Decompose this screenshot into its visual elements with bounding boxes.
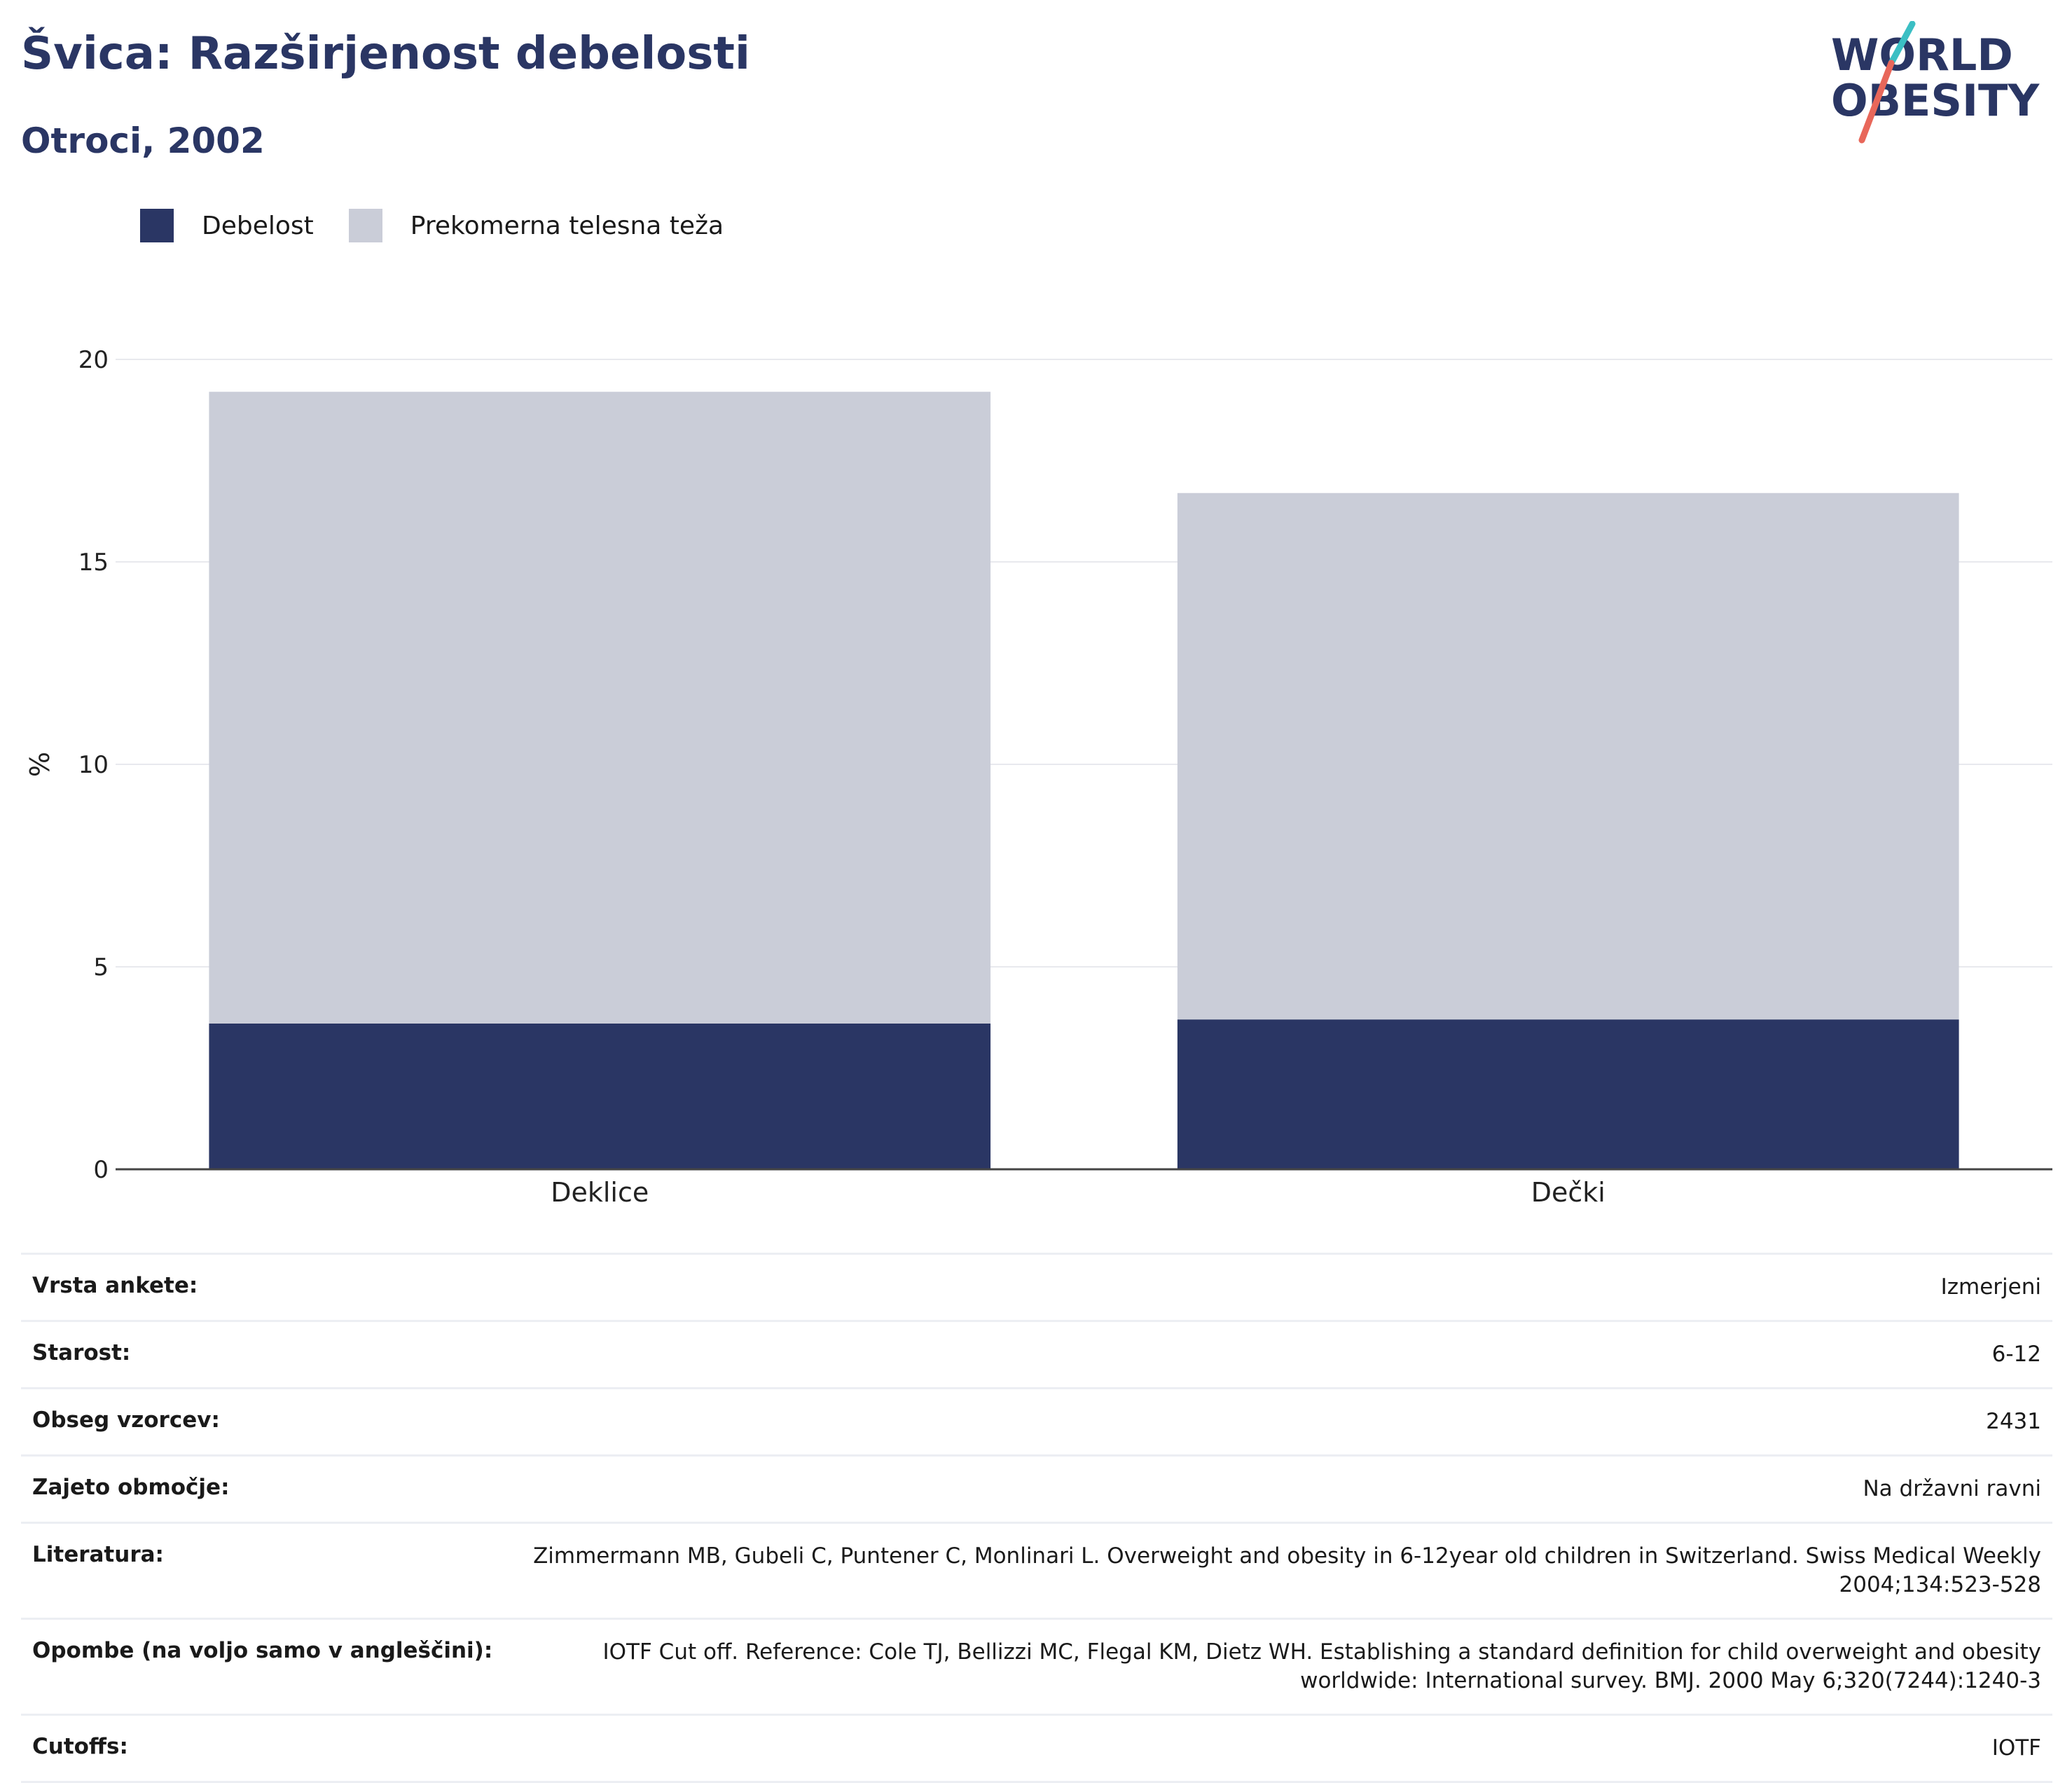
- legend-label-overweight: Prekomerna telesna teža: [410, 211, 724, 240]
- y-tick-label: 20: [78, 346, 109, 374]
- bar-overweight: [209, 392, 991, 1024]
- info-key: Cutoffs:: [32, 1734, 128, 1759]
- legend-item-obesity[interactable]: Debelost: [140, 209, 314, 242]
- chart-legend: Debelost Prekomerna telesna teža: [140, 209, 759, 242]
- x-category-label: Deklice: [551, 1177, 649, 1208]
- info-row: Zajeto območje: Na državni ravni: [21, 1454, 2052, 1522]
- logo-slash-red: [1858, 60, 1895, 144]
- survey-info-table: Vrsta ankete: Izmerjeni Starost: 6-12 Obseg …: [21, 1253, 2052, 1783]
- x-category-label: Dečki: [1531, 1177, 1605, 1208]
- chart-title: Švica: Razširjenost debelosti: [21, 28, 750, 80]
- legend-item-overweight[interactable]: Prekomerna telesna teža: [348, 209, 724, 242]
- logo-slash-teal: [1888, 21, 1916, 67]
- y-tick-label: 5: [93, 954, 109, 982]
- y-tick-label: 10: [78, 751, 109, 779]
- info-row: Opombe (na voljo samo v angleščini): IOTF…: [21, 1618, 2052, 1714]
- bar-overweight: [1177, 493, 1959, 1020]
- legend-swatch-overweight: [348, 209, 382, 242]
- info-value: Zimmermann MB, Gubeli C, Puntener C, Mon…: [533, 1543, 2041, 1597]
- info-value: IOTF Cut off. Reference: Cole TJ, Belliz…: [602, 1639, 2041, 1693]
- world-obesity-logo: WORLD OBESITY: [1831, 21, 2040, 144]
- info-value: Na državni ravni: [1863, 1476, 2041, 1501]
- info-row: Literatura: Zimmermann MB, Gubeli C, Punt…: [21, 1522, 2052, 1618]
- info-key: Obseg vzorcev:: [32, 1407, 220, 1433]
- info-key: Starost:: [32, 1340, 131, 1365]
- info-key: Opombe (na voljo samo v angleščini):: [32, 1638, 493, 1663]
- info-row: Starost: 6-12: [21, 1320, 2052, 1387]
- info-key: Vrsta ankete:: [32, 1273, 198, 1298]
- y-tick-label: 15: [78, 549, 109, 577]
- info-row: Vrsta ankete: Izmerjeni: [21, 1253, 2052, 1320]
- info-value: 2431: [1986, 1409, 2041, 1434]
- stacked-bar-chart: 0 5 10 15 20% Deklice Dečki: [25, 346, 2052, 1208]
- bar-obesity: [1177, 1019, 1959, 1169]
- info-key: Literatura:: [32, 1542, 164, 1567]
- bar-obesity: [209, 1023, 991, 1169]
- chart-subtitle: Otroci, 2002: [21, 121, 265, 161]
- info-row: Obseg vzorcev: 2431: [21, 1387, 2052, 1454]
- info-value: IOTF: [1991, 1735, 2041, 1761]
- y-axis-title: %: [25, 752, 55, 777]
- info-key: Zajeto območje:: [32, 1475, 230, 1500]
- y-tick-label: 0: [93, 1156, 109, 1184]
- legend-label-obesity: Debelost: [202, 211, 314, 240]
- info-value: 6-12: [1991, 1342, 2041, 1367]
- legend-swatch-obesity: [140, 209, 174, 242]
- logo-text-world: WORLD: [1831, 29, 2013, 81]
- logo-text-obesity: OBESITY: [1831, 75, 2040, 126]
- info-value: Izmerjeni: [1940, 1274, 2041, 1300]
- info-row: Cutoffs: IOTF: [21, 1714, 2052, 1783]
